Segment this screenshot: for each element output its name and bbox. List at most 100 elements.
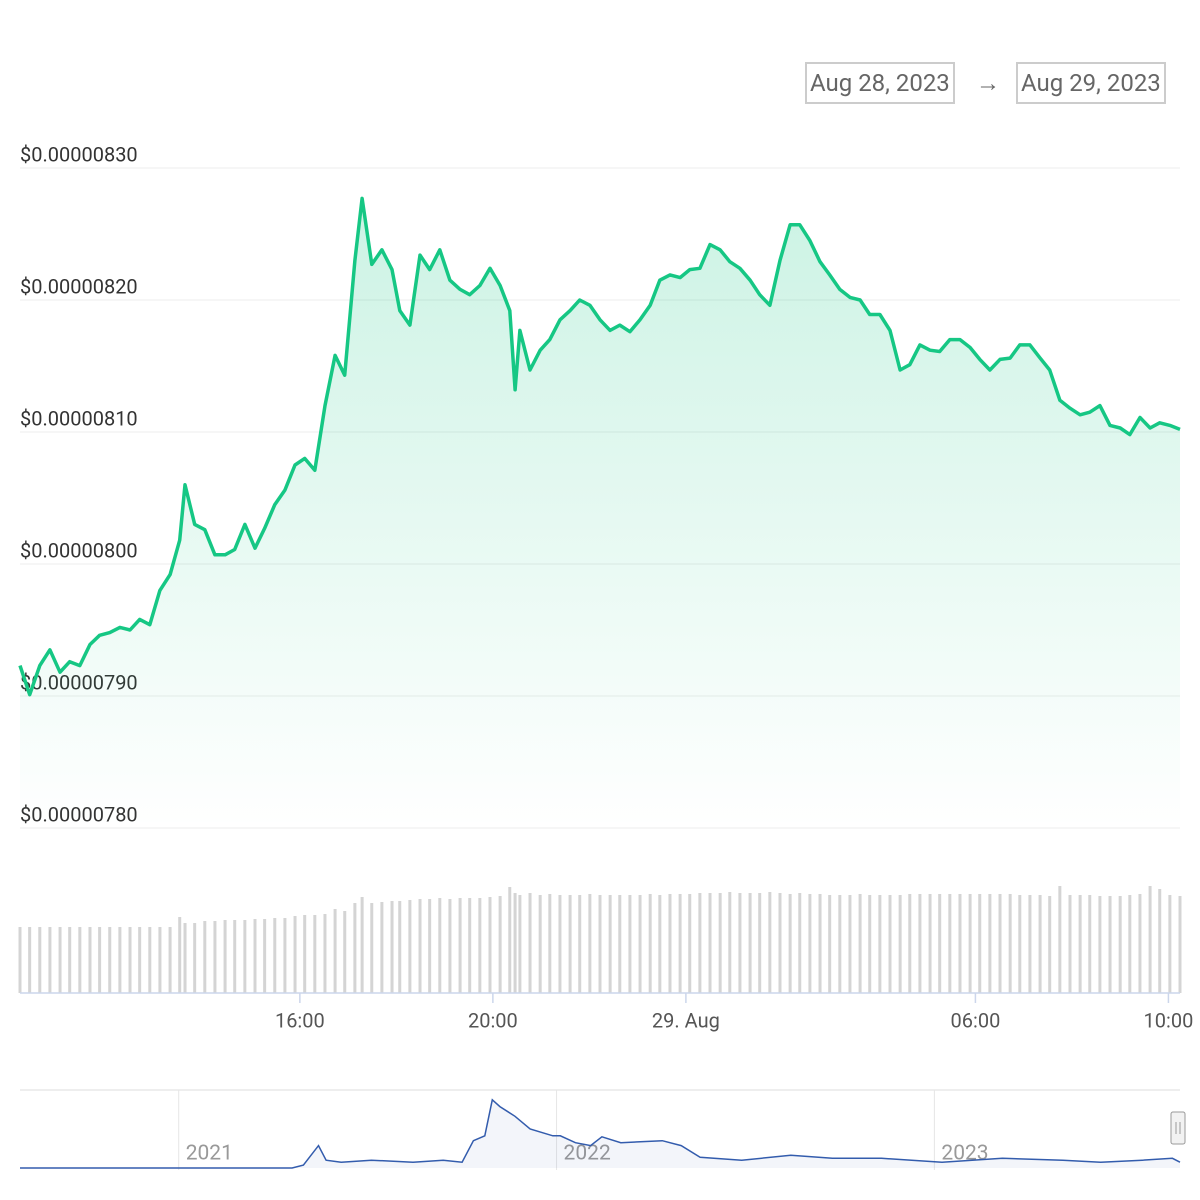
volume-bar [838,895,842,993]
volume-bar [68,927,72,993]
volume-bar [128,927,132,993]
volume-bar [788,894,792,993]
volume-bar [808,894,812,993]
volume-bar [968,894,972,993]
volume-bar [508,887,512,993]
volume-bar [233,920,237,993]
volume-bar [488,897,492,993]
volume-bar [1078,895,1082,993]
volume-bar [1088,895,1092,993]
volume-bar [438,898,442,993]
y-tick-label: $0.00000800 [20,538,138,562]
volume-bar [878,895,882,993]
volume-bar [1008,894,1012,993]
navigator-line [20,1098,1181,1169]
volume-bar [908,894,912,993]
volume-bar [558,895,562,993]
volume-bar [1038,895,1042,993]
volume-bar [798,893,802,993]
volume-bar [848,895,852,993]
volume-bar [203,921,207,993]
navigator-label: 2022 [564,1142,611,1166]
volume-bar [253,919,257,993]
date-to[interactable]: Aug 29, 2023 [1016,62,1166,104]
volume-bar [478,898,482,993]
volume-bar [370,903,374,993]
volume-bar [213,921,217,993]
x-tick-label: 20:00 [468,1008,518,1032]
volume-bar [638,895,642,993]
price-area [20,198,1180,828]
volume-bar [528,893,532,993]
volume-bar [818,894,822,993]
volume-bar [778,893,782,993]
navigator-handle[interactable] [1170,1111,1186,1145]
volume-bar [1028,895,1032,993]
volume-bar [738,893,742,993]
volume-bar [48,927,52,993]
volume-bar [1138,894,1142,993]
y-tick-label: $0.00000810 [20,406,138,430]
volume-bar [18,927,22,993]
volume-bar [183,923,187,993]
volume-bar [608,895,612,993]
volume-bar [628,895,632,993]
x-tick-label: 10:00 [1144,1008,1194,1032]
volume-bar [748,893,752,993]
volume-bar [1108,896,1112,993]
volume-bar [898,895,902,993]
volume-bar [598,895,602,993]
volume-bar [938,894,942,993]
volume-bar [718,893,722,993]
navigator-frame [20,1090,1180,1170]
volume-bar [458,898,462,993]
volume-bar [98,927,102,993]
volume-bar [618,895,622,993]
volume-bar [158,927,162,993]
volume-bar [448,899,452,993]
volume-bar [303,915,307,993]
volume-bar [568,895,572,993]
volume-bar [58,927,62,993]
navigator-label: 2021 [186,1142,233,1166]
date-from[interactable]: Aug 28, 2023 [805,62,955,104]
volume-bar [138,927,142,993]
volume-bar [78,927,82,993]
volume-bar [148,927,152,993]
volume-bar [398,901,402,993]
volume-bar [728,892,732,993]
volume-bar [1068,895,1072,993]
volume-bar [858,894,862,993]
volume-bar [868,895,872,993]
date-separator: → [976,69,1000,97]
volume-bar [408,900,412,993]
volume-bar [698,893,702,993]
navigator-area [20,1099,1180,1168]
volume-bar [708,893,712,993]
x-tick-label: 29. Aug [652,1008,720,1032]
volume-bar [223,920,227,993]
volume-bar [1018,895,1022,993]
volume-bar [38,927,42,993]
volume-bar [498,896,502,993]
volume-bar [978,894,982,993]
volume-bar [768,892,772,993]
volume-bar [263,919,267,993]
x-tick-label: 16:00 [275,1008,325,1032]
volume-bar [1128,895,1132,993]
volume-bar [28,927,32,993]
volume-bar [1158,889,1162,993]
volume-bar [108,927,112,993]
y-tick-label: $0.00000830 [20,142,138,166]
navigator-label: 2023 [941,1142,988,1166]
volume-bar [668,894,672,993]
volume-bar [988,894,992,993]
volume-bar [88,927,92,993]
volume-bar [758,893,762,993]
volume-bar [688,894,692,993]
volume-bar [513,893,517,993]
volume-bar [193,923,197,993]
volume-bar [353,903,357,993]
